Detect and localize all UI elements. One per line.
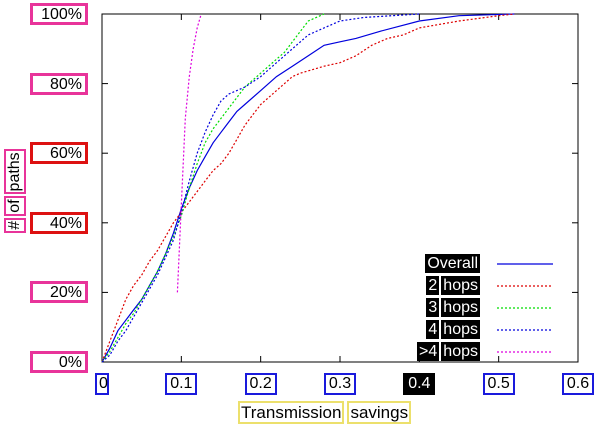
plot-frame: [101, 13, 579, 363]
series-line: [176, 13, 202, 293]
legend-label: 2: [426, 276, 440, 295]
x-tick-label: 0: [95, 373, 109, 395]
x-axis-title-word: Transmission: [238, 401, 345, 424]
x-tick-label: 0.4: [403, 373, 436, 395]
legend-entry: Overall: [423, 254, 480, 274]
y-axis-title: #ofpaths: [4, 130, 28, 250]
legend-entry: >4 hops: [415, 342, 480, 362]
legend-label: hops: [441, 320, 480, 339]
y-tick-label: 20%: [30, 281, 88, 304]
legend-entry: 3 hops: [424, 298, 480, 318]
y-axis-title-word: paths: [4, 149, 26, 195]
series-line: [101, 13, 325, 363]
legend-label: 4: [426, 320, 440, 339]
legend-label: 3: [426, 298, 440, 317]
x-tick-label: 0.1: [165, 373, 198, 395]
legend-swatches: [497, 263, 553, 353]
x-axis-title: Transmission savings: [238, 401, 414, 424]
y-axis-title-word: #: [4, 217, 26, 233]
x-tick-label: 0.2: [244, 373, 277, 395]
legend-label: hops: [441, 342, 480, 361]
legend-label: >4: [417, 342, 440, 361]
series-line: [101, 13, 515, 363]
series-line: [101, 13, 420, 363]
x-tick-label: 0.3: [324, 373, 356, 395]
y-axis-title-word: of: [4, 196, 26, 216]
tick-marks: [101, 13, 579, 363]
y-tick-label: 40%: [30, 211, 88, 234]
x-axis-title-word: savings: [347, 401, 412, 424]
x-tick-label: 0.5: [482, 373, 515, 395]
y-tick-label: 80%: [30, 72, 88, 95]
y-tick-label: 0%: [30, 351, 88, 373]
legend-entry: 2 hops: [424, 276, 480, 296]
legend-label: hops: [441, 276, 480, 295]
legend-entry: 4 hops: [424, 320, 480, 340]
legend-label: hops: [441, 298, 480, 317]
y-tick-label: 100%: [30, 3, 88, 25]
legend-label: Overall: [425, 254, 480, 273]
x-tick-label: 0.6: [562, 373, 594, 395]
series-lines: [101, 13, 515, 363]
y-tick-label: 60%: [30, 142, 88, 165]
